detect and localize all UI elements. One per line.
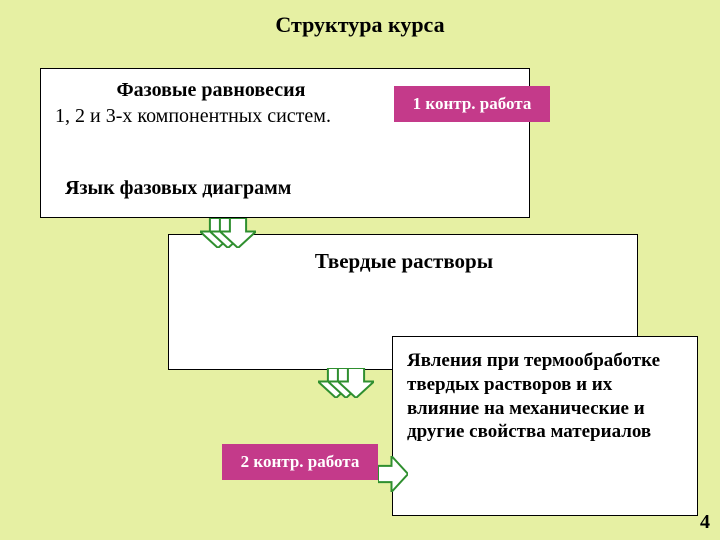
badge-test-2: 2 контр. работа (222, 444, 378, 480)
slide-number: 4 (700, 511, 710, 534)
box-text: Явления при термообработке твердых раств… (407, 349, 687, 444)
box-text: Язык фазовых диаграмм (65, 177, 405, 200)
arrow-icon (378, 456, 408, 497)
arrow-icon (220, 218, 256, 253)
box-text: Фазовые равновесия (41, 79, 381, 102)
box-text: 1, 2 и 3-х компонентных систем. (55, 105, 395, 128)
box-heat-treatment: Явления при термообработке твердых раств… (392, 336, 698, 516)
arrow-icon (338, 368, 374, 403)
slide-title: Структура курса (0, 12, 720, 38)
badge-test-1: 1 контр. работа (394, 86, 550, 122)
